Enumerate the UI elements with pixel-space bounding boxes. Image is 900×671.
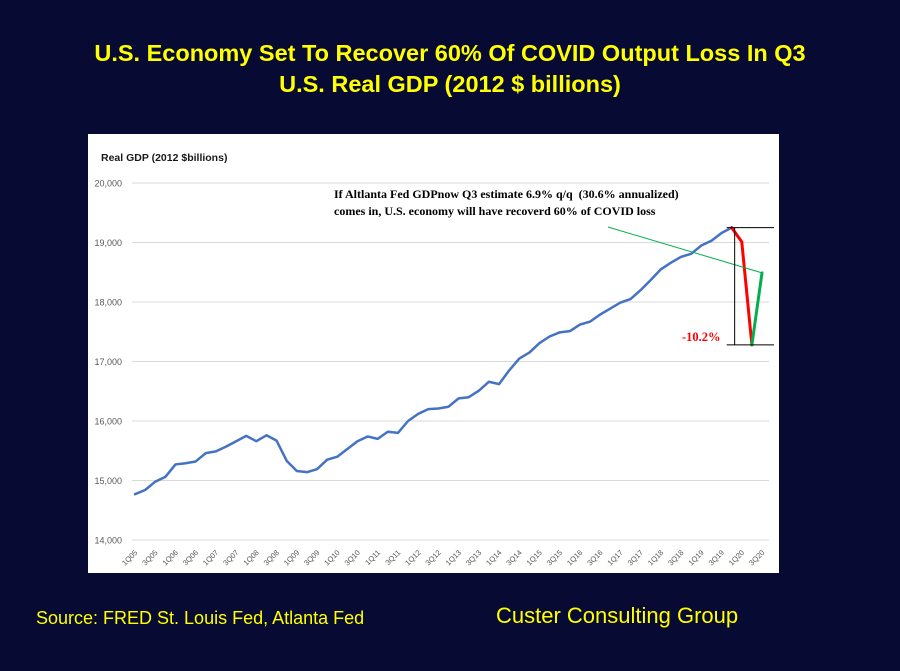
x-tick-label: 1Q08 — [241, 548, 260, 567]
x-tick-label: 3Q05 — [140, 548, 159, 567]
y-tick-label: 19,000 — [94, 238, 122, 248]
y-tick-label: 18,000 — [94, 298, 122, 308]
x-tick-label: 3Q17 — [626, 548, 645, 567]
gdp-line-chart: 14,000 15,000 16,000 17,000 18,000 19,000 20,0… — [94, 152, 774, 567]
chart-panel: 14,000 15,000 16,000 17,000 18,000 19,000 20,0… — [88, 134, 779, 573]
x-tick-label: 3Q10 — [343, 548, 362, 567]
chart-title: Real GDP (2012 $billions) — [101, 152, 227, 164]
annotation-note-line2: comes in, U.S. economy will have recover… — [334, 204, 656, 218]
series-line-0 — [133, 226, 733, 496]
trend-line — [607, 226, 763, 274]
y-tick-label: 14,000 — [94, 536, 122, 546]
x-tick-label: 1Q12 — [403, 548, 422, 567]
x-tick-label: 3Q20 — [747, 548, 766, 567]
y-tick-label: 20,000 — [94, 179, 122, 189]
x-tick-label: 1Q07 — [201, 548, 220, 567]
x-tick-label: 3Q14 — [504, 548, 523, 567]
x-tick-label: 1Q10 — [322, 548, 341, 567]
x-tick-label: 1Q15 — [525, 548, 544, 567]
x-tick-label: 3Q15 — [545, 548, 564, 567]
x-tick-label: 1Q06 — [161, 548, 180, 567]
source-text: Source: FRED St. Louis Fed, Atlanta Fed — [36, 608, 365, 628]
y-tick-label: 16,000 — [94, 417, 122, 427]
x-tick-label: 1Q14 — [484, 548, 503, 567]
x-tick-label: 3Q09 — [302, 548, 321, 567]
x-tick-label: 1Q17 — [605, 548, 624, 567]
x-tick-label: 1Q09 — [282, 548, 301, 567]
y-tick-label: 17,000 — [94, 357, 122, 367]
x-tick-label: 3Q12 — [423, 548, 442, 567]
x-tick-label: 1Q05 — [120, 548, 139, 567]
x-tick-label: 1Q13 — [444, 548, 463, 567]
series-line-2 — [750, 271, 764, 347]
x-tick-label: 3Q18 — [666, 548, 685, 567]
slide-title-line2: U.S. Real GDP (2012 $ billions) — [279, 71, 621, 97]
x-tick-label: 3Q06 — [181, 548, 200, 567]
x-tick-label: 3Q07 — [221, 548, 240, 567]
drop-percent-label: -10.2% — [682, 330, 721, 344]
x-tick-label: 3Q13 — [464, 548, 483, 567]
slide-title-line1: U.S. Economy Set To Recover 60% Of COVID… — [94, 40, 806, 66]
x-tick-label: 3Q08 — [262, 548, 281, 567]
x-tick-label: 1Q20 — [727, 548, 746, 567]
brand-text: Custer Consulting Group — [496, 603, 739, 628]
x-tick-label: 1Q19 — [686, 548, 705, 567]
x-tick-label: 1Q16 — [565, 548, 584, 567]
annotation-note-line1: If Altlanta Fed GDPnow Q3 estimate 6.9% … — [334, 187, 679, 201]
x-tick-label: 1Q18 — [646, 548, 665, 567]
slide-title: U.S. Economy Set To Recover 60% Of COVID… — [0, 38, 900, 100]
x-tick-label: 3Q16 — [585, 548, 604, 567]
y-tick-label: 15,000 — [94, 476, 122, 486]
x-tick-label: 3Q11 — [383, 548, 402, 567]
x-tick-label: 1Q11 — [363, 548, 382, 567]
x-tick-label: 3Q19 — [707, 548, 726, 567]
